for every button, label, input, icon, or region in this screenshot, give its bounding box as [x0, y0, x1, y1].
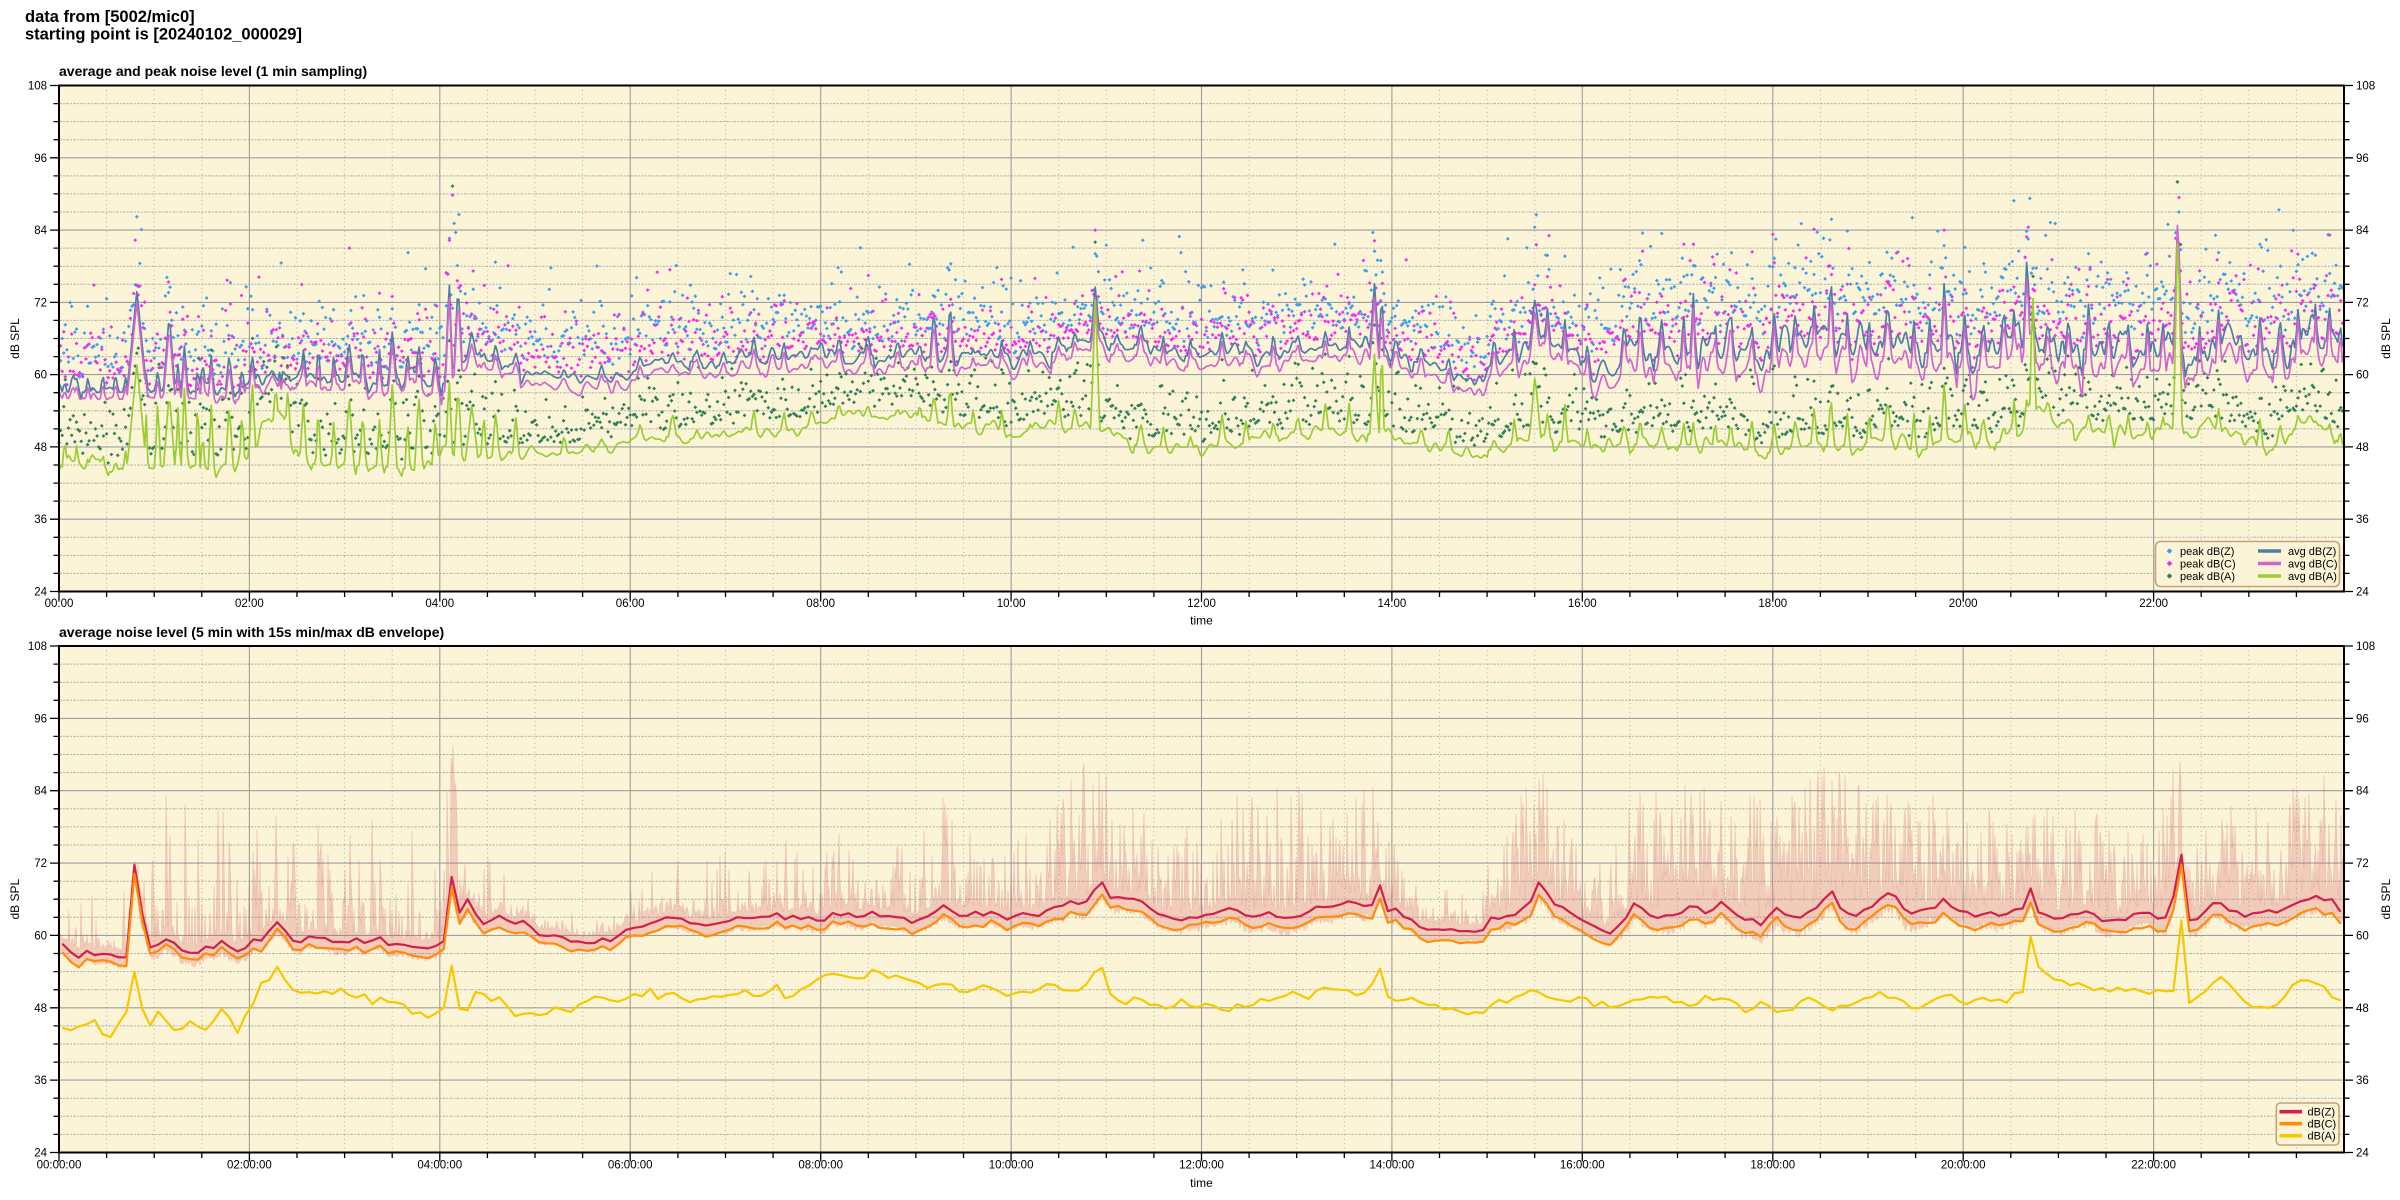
svg-text:96: 96 — [34, 713, 47, 725]
svg-text:84: 84 — [2356, 225, 2369, 237]
svg-text:14:00:00: 14:00:00 — [1370, 1160, 1415, 1172]
svg-text:time: time — [1190, 1176, 1213, 1190]
svg-text:48: 48 — [2356, 442, 2369, 454]
svg-text:08:00: 08:00 — [806, 598, 835, 610]
svg-text:10:00: 10:00 — [997, 598, 1026, 610]
svg-text:14:00: 14:00 — [1378, 598, 1407, 610]
svg-text:36: 36 — [34, 1075, 47, 1087]
svg-text:96: 96 — [34, 153, 47, 165]
svg-text:84: 84 — [2356, 786, 2369, 798]
svg-text:72: 72 — [34, 297, 47, 309]
svg-text:48: 48 — [34, 442, 47, 454]
svg-text:48: 48 — [2356, 1003, 2369, 1015]
svg-text:06:00:00: 06:00:00 — [608, 1160, 653, 1172]
svg-text:18:00: 18:00 — [1758, 598, 1787, 610]
svg-text:108: 108 — [2356, 81, 2375, 93]
svg-text:peak dB(Z): peak dB(Z) — [2180, 546, 2234, 558]
svg-text:peak dB(C): peak dB(C) — [2180, 559, 2236, 571]
svg-text:60: 60 — [34, 370, 47, 382]
svg-text:average noise level (5 min wit: average noise level (5 min with 15s min/… — [59, 624, 444, 640]
svg-text:20:00: 20:00 — [1949, 598, 1978, 610]
svg-text:96: 96 — [2356, 153, 2369, 165]
svg-text:72: 72 — [2356, 858, 2369, 870]
svg-text:dB(C): dB(C) — [2308, 1119, 2337, 1131]
svg-text:60: 60 — [2356, 930, 2369, 942]
svg-text:84: 84 — [34, 786, 47, 798]
svg-text:12:00:00: 12:00:00 — [1179, 1160, 1224, 1172]
svg-text:starting point is [20240102_00: starting point is [20240102_000029] — [25, 26, 302, 44]
svg-text:avg dB(C): avg dB(C) — [2288, 559, 2338, 571]
svg-text:dB SPL: dB SPL — [2379, 318, 2393, 359]
svg-text:84: 84 — [34, 225, 47, 237]
svg-text:72: 72 — [34, 858, 47, 870]
svg-text:18:00:00: 18:00:00 — [1750, 1160, 1795, 1172]
svg-text:dB(A): dB(A) — [2308, 1131, 2336, 1143]
svg-text:dB SPL: dB SPL — [8, 318, 22, 359]
svg-text:dB SPL: dB SPL — [2379, 879, 2393, 920]
svg-text:96: 96 — [2356, 713, 2369, 725]
svg-text:dB(Z): dB(Z) — [2308, 1107, 2336, 1119]
svg-text:00:00:00: 00:00:00 — [37, 1160, 82, 1172]
svg-text:108: 108 — [28, 81, 47, 93]
svg-text:00:00: 00:00 — [45, 598, 74, 610]
svg-text:02:00: 02:00 — [235, 598, 264, 610]
svg-text:22:00:00: 22:00:00 — [2131, 1160, 2176, 1172]
svg-text:06:00: 06:00 — [616, 598, 645, 610]
svg-text:108: 108 — [2356, 641, 2375, 653]
svg-text:average and peak noise level (: average and peak noise level (1 min samp… — [59, 63, 367, 79]
svg-text:avg dB(A): avg dB(A) — [2288, 571, 2337, 583]
svg-text:36: 36 — [2356, 1075, 2369, 1087]
svg-text:10:00:00: 10:00:00 — [989, 1160, 1034, 1172]
svg-text:avg dB(Z): avg dB(Z) — [2288, 546, 2336, 558]
svg-text:04:00:00: 04:00:00 — [417, 1160, 462, 1172]
svg-text:60: 60 — [34, 930, 47, 942]
svg-text:36: 36 — [2356, 514, 2369, 526]
svg-text:peak dB(A): peak dB(A) — [2180, 571, 2235, 583]
svg-text:72: 72 — [2356, 297, 2369, 309]
svg-text:04:00: 04:00 — [425, 598, 454, 610]
svg-text:12:00: 12:00 — [1187, 598, 1216, 610]
svg-text:08:00:00: 08:00:00 — [798, 1160, 843, 1172]
svg-text:48: 48 — [34, 1003, 47, 1015]
svg-text:16:00: 16:00 — [1568, 598, 1597, 610]
svg-text:60: 60 — [2356, 370, 2369, 382]
svg-text:data from [5002/mic0]: data from [5002/mic0] — [25, 8, 195, 26]
svg-text:20:00:00: 20:00:00 — [1941, 1160, 1986, 1172]
svg-text:36: 36 — [34, 514, 47, 526]
svg-text:16:00:00: 16:00:00 — [1560, 1160, 1605, 1172]
svg-text:24: 24 — [2356, 1148, 2369, 1160]
svg-text:108: 108 — [28, 641, 47, 653]
svg-text:time: time — [1190, 614, 1213, 628]
svg-text:24: 24 — [34, 587, 47, 599]
svg-text:24: 24 — [2356, 587, 2369, 599]
svg-text:02:00:00: 02:00:00 — [227, 1160, 272, 1172]
svg-text:24: 24 — [34, 1148, 47, 1160]
svg-text:dB SPL: dB SPL — [8, 879, 22, 920]
svg-text:22:00: 22:00 — [2139, 598, 2168, 610]
